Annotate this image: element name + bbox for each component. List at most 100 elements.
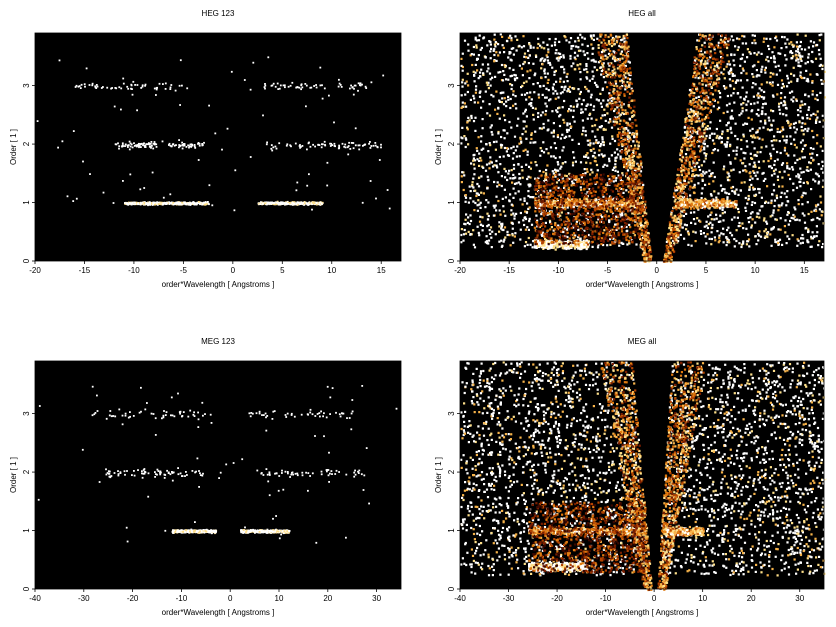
heatmap-cell xyxy=(513,73,516,77)
heatmap-cell xyxy=(685,156,688,159)
heatmap-cell xyxy=(628,131,631,134)
heatmap-cell xyxy=(588,139,591,142)
heatmap-cell xyxy=(787,81,790,84)
heatmap-cell xyxy=(464,196,468,199)
heatmap-cell xyxy=(758,230,761,233)
heatmap-cell xyxy=(703,146,706,149)
heatmap-cell xyxy=(488,40,491,43)
heatmap-cell xyxy=(622,130,625,133)
heatmap-cell xyxy=(185,146,188,148)
heatmap-cell xyxy=(541,234,544,237)
heatmap-cell xyxy=(615,41,618,44)
heatmap-cell xyxy=(670,211,673,214)
heatmap-cell xyxy=(502,205,505,208)
heatmap-cell xyxy=(710,85,713,88)
heatmap-cell xyxy=(160,203,163,206)
heatmap-cell xyxy=(584,130,587,133)
heatmap-cell xyxy=(611,135,614,138)
heatmap-cell xyxy=(203,141,205,144)
heatmap-cell xyxy=(575,177,578,180)
heatmap-cell xyxy=(601,87,604,90)
heatmap-cell xyxy=(603,46,606,49)
heatmap-cell xyxy=(267,202,269,205)
heatmap-cell xyxy=(486,242,489,245)
heatmap-cell xyxy=(783,36,786,39)
heatmap-cell xyxy=(709,56,712,59)
heatmap-cell xyxy=(568,135,571,138)
heatmap-cell xyxy=(568,85,571,88)
heatmap-cell xyxy=(709,109,713,112)
heatmap-cell xyxy=(512,241,515,244)
heatmap-cell xyxy=(464,194,467,197)
heatmap-cell xyxy=(208,203,210,206)
heatmap-cell xyxy=(164,202,166,204)
heatmap-cell xyxy=(194,147,197,149)
heatmap-cell xyxy=(773,60,776,63)
heatmap-cell xyxy=(576,105,579,108)
heatmap-cell xyxy=(681,226,684,229)
heatmap-cell xyxy=(547,119,550,122)
heatmap-cell xyxy=(535,192,538,195)
heatmap-cell xyxy=(628,166,631,169)
heatmap-cell xyxy=(784,103,787,106)
heatmap-cell xyxy=(273,202,276,204)
heatmap-cell xyxy=(499,70,502,74)
heatmap-cell xyxy=(807,95,810,98)
heatmap-cell xyxy=(600,41,603,44)
heatmap-cell xyxy=(760,112,763,116)
heatmap-cell xyxy=(575,178,578,181)
heatmap-cell xyxy=(527,236,530,240)
heatmap-cell xyxy=(602,65,605,68)
heatmap-cell xyxy=(564,161,567,164)
heatmap-cell xyxy=(772,55,776,58)
heatmap-cell xyxy=(191,203,194,205)
heatmap-cell xyxy=(714,239,717,242)
heatmap-cell xyxy=(477,39,481,42)
heatmap-cell xyxy=(286,143,289,146)
heatmap-cell xyxy=(783,170,786,173)
heatmap-cell xyxy=(780,92,783,95)
heatmap-cell xyxy=(537,96,541,99)
heatmap-cell xyxy=(581,111,584,114)
heatmap-cell xyxy=(721,208,724,211)
heatmap-cell xyxy=(301,86,304,89)
heatmap-cell xyxy=(529,167,532,170)
heatmap-cell xyxy=(638,232,641,236)
heatmap-cell xyxy=(632,140,635,143)
heatmap-cell xyxy=(168,142,171,145)
heatmap-cell xyxy=(799,110,802,113)
heatmap-cell xyxy=(473,173,476,176)
heatmap-cell xyxy=(798,157,801,160)
heatmap-cell xyxy=(700,206,703,209)
heatmap-cell xyxy=(773,205,776,208)
heatmap-cell xyxy=(463,135,466,138)
heatmap-cell xyxy=(548,38,551,41)
heatmap-cell xyxy=(306,148,308,151)
heatmap-cell xyxy=(815,119,818,122)
heatmap-cell xyxy=(524,217,528,221)
heatmap-cell xyxy=(569,37,573,40)
heatmap-cell xyxy=(474,201,477,205)
heatmap-cell xyxy=(708,237,711,240)
heatmap-cell xyxy=(612,72,615,75)
heatmap-cell xyxy=(596,246,600,249)
heatmap-cell xyxy=(610,126,614,129)
heatmap-cell xyxy=(504,176,507,179)
heatmap-cell xyxy=(561,162,564,165)
heatmap-cell xyxy=(500,184,503,188)
heatmap-cell xyxy=(814,208,817,211)
heatmap-cell xyxy=(795,186,799,189)
heatmap-cell xyxy=(684,158,687,161)
heatmap-cell xyxy=(806,129,809,133)
heatmap-cell xyxy=(741,67,744,70)
heatmap-cell xyxy=(293,201,296,203)
heatmap-cell xyxy=(809,73,812,76)
heatmap-cell xyxy=(703,129,706,132)
heatmap-cell xyxy=(694,131,698,134)
heatmap-cell xyxy=(680,208,683,211)
heatmap-cell xyxy=(786,190,789,193)
heatmap-cell xyxy=(518,155,521,158)
heatmap-cell xyxy=(592,34,595,37)
heatmap-cell xyxy=(540,149,543,152)
heatmap-cell xyxy=(583,229,586,232)
